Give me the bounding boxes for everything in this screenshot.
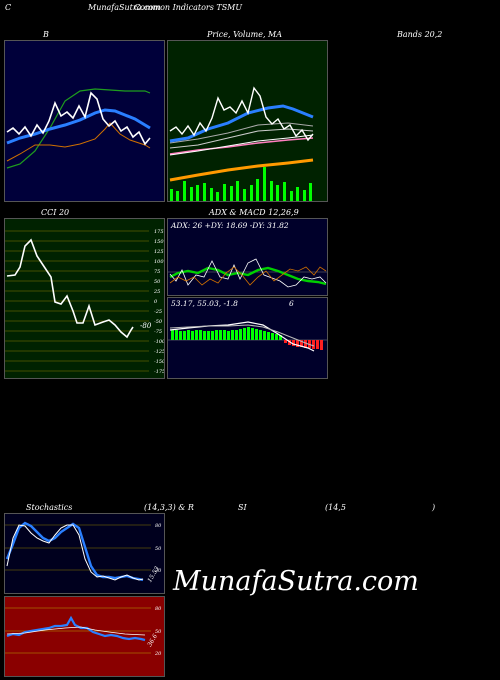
cci-value: -80 [140,322,152,330]
macd-signal-line [169,324,315,347]
bollinger-chart [6,88,151,169]
cci-tick-label: -150 [154,359,164,365]
macd-panel: 53.17, 55.03, -1.8 6 [167,297,328,379]
ma-pink [169,137,314,155]
cci-tick-label: -100 [154,339,164,345]
stoch-title: Stochastics [26,503,73,512]
bollinger-ma-blue [6,108,151,145]
cci-tick-label: 175 [154,229,164,235]
cci-title: CCI 20 [41,208,70,217]
cci-tick-label: -75 [154,329,162,335]
cci-tick-label: -50 [154,319,163,325]
cci-tick-label: -125 [154,349,164,355]
site-name[interactable]: MunafaSutra.com [88,3,161,12]
rsi-close-paren: ) [432,503,436,512]
plus-di-line [169,258,327,288]
cci-line [6,238,134,339]
cci-tick-label: -25 [154,309,162,315]
cci-tick-label: 100 [154,259,164,265]
macd-readout: 53.17, 55.03, -1.8 [171,299,238,308]
price-volume-ma-label: Price, Volume, MA [207,30,283,39]
rsi-gridlines [5,607,151,654]
stochastics-panel: 80 50 20 15.53 [4,513,165,594]
bollinger-price [6,91,151,146]
stoch-tick-80: 80 [155,523,162,529]
page-subtitle: Common Indicators TSMU [134,3,243,12]
price-volume-chart [169,86,314,201]
volume-bars [170,167,312,201]
ma-orange [169,158,314,182]
cci-panel: 175 150 125 100 75 50 25 0 -25 -50 -75 -100 -125 -150… [4,218,165,379]
minus-di-line [169,266,327,286]
cci-tick-label: 25 [153,289,160,295]
rsi-tick-80: 80 [155,606,162,612]
stoch-params: (14,3,3) & R [144,503,194,512]
cci-tick-label: 75 [154,269,160,275]
cci-gridlines [5,230,149,372]
rsi-tick-50: 50 [155,629,162,635]
adx-panel: ADX: 26 +DY: 18.69 -DY: 31.82 [167,218,328,296]
cci-tick-label: 150 [154,239,164,245]
bollinger-label: B [43,30,49,39]
cci-tick-label: 0 [154,299,158,305]
ma-white-lower [169,134,314,156]
adx-line [169,266,327,286]
rsi-panel: 80 50 20 36.6 [4,596,165,677]
macd-chart [168,321,327,352]
stoch-k-line [5,521,144,582]
price-volume-panel [167,40,328,202]
macd-histogram-positive [171,327,282,340]
price-line [169,86,314,142]
bollinger-upper-band [6,88,151,169]
bollinger-lower-band [6,122,151,162]
stochastics-chart: 80 50 20 [5,521,162,582]
cci-ticks: 175 150 125 100 75 50 25 0 -25 -50 -75 -100 -125 -150… [153,229,164,375]
cci-tick-label: 125 [154,249,164,255]
rsi-chart: 80 50 20 [5,606,162,657]
stoch-gridlines [5,524,151,571]
bollinger-panel [4,40,165,202]
stoch-d-line [6,524,144,581]
adx-readout: ADX: 26 +DY: 18.69 -DY: 31.82 [171,221,289,230]
bands-label: Bands 20,2 [397,30,443,39]
stoch-tick-50: 50 [155,546,162,552]
rsi-ma-line [6,626,146,636]
adx-macd-title: ADX & MACD 12,26,9 [209,208,299,217]
macd-extra: 6 [289,299,294,308]
cci-tick-label: -175 [154,369,164,375]
stoch-tick-20: 20 [154,568,162,574]
header-c: C [5,3,12,12]
rsi-params: (14,5 [325,503,346,512]
cci-chart: 175 150 125 100 75 50 25 0 -25 -50 -75 -100 -125 -150… [5,229,164,375]
ma-blue [169,104,314,143]
cci-tick-label: 50 [154,279,161,285]
watermark: MunafaSutra.com [173,566,419,597]
rsi-si-label: SI [238,503,247,512]
adx-chart [168,258,327,288]
rsi-line [6,615,146,642]
ma-gray [169,122,314,144]
rsi-tick-20: 20 [154,651,162,657]
